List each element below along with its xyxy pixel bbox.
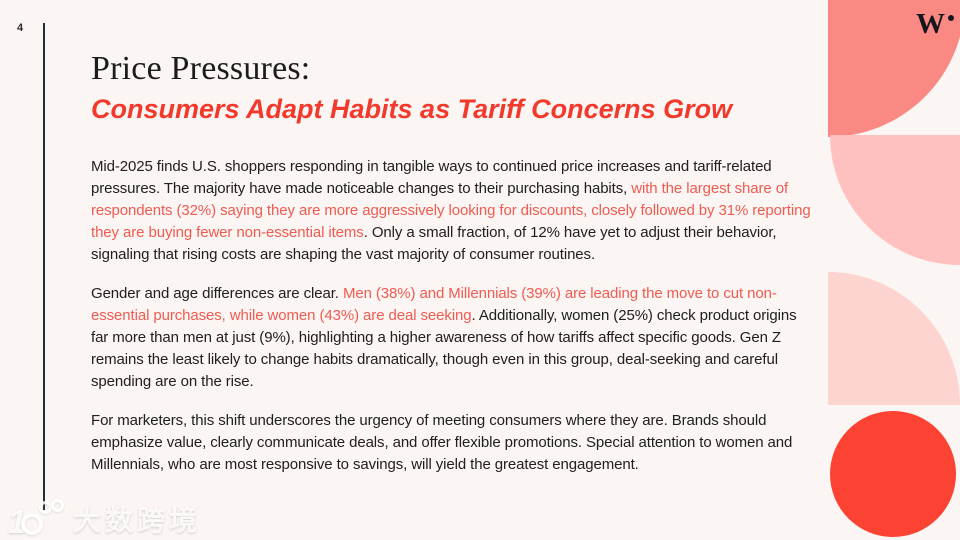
body-text: Mid-2025 finds U.S. shoppers responding … [91, 156, 813, 476]
paragraph-3: For marketers, this shift underscores th… [91, 410, 813, 476]
text-segment-highlight: Men (38%) and Millennials (39%) are lead… [91, 285, 777, 324]
text-segment: . Additionally, women (25%) check produc… [91, 307, 797, 390]
text-segment-highlight: with the largest share of respondents (3… [91, 180, 811, 241]
page-subtitle: Consumers Adapt Habits as Tariff Concern… [91, 94, 733, 124]
pink-quarter-circle [830, 135, 960, 265]
paragraph-2: Gender and age differences are clear. Me… [91, 283, 813, 393]
watermark-logo-icon: 1 [8, 496, 64, 538]
brand-logo-letter: W [916, 8, 945, 40]
watermark-ring-icon [21, 513, 43, 535]
watermark-ring-icon [39, 501, 52, 514]
paragraph-1: Mid-2025 finds U.S. shoppers responding … [91, 156, 813, 266]
slide-content: Price Pressures: Consumers Adapt Habits … [91, 50, 813, 493]
watermark-ring-icon [51, 499, 64, 512]
text-segment: Gender and age differences are clear. [91, 285, 343, 302]
watermark-text: 大数跨境 [73, 505, 202, 536]
text-segment: . Only a small fraction, of 12% have yet… [91, 224, 777, 263]
watermark: 1 大数跨境 [8, 496, 201, 538]
light-pink-quarter-circle [828, 272, 960, 405]
text-segment: Mid-2025 finds U.S. shoppers responding … [91, 158, 772, 197]
red-circle [830, 411, 956, 537]
page-number: 4 [17, 22, 24, 34]
page-title: Price Pressures: [91, 50, 311, 87]
vertical-divider [43, 23, 45, 510]
brand-logo: W [916, 8, 954, 40]
brand-logo-dot-icon [948, 15, 954, 21]
text-segment: For marketers, this shift underscores th… [91, 412, 793, 473]
